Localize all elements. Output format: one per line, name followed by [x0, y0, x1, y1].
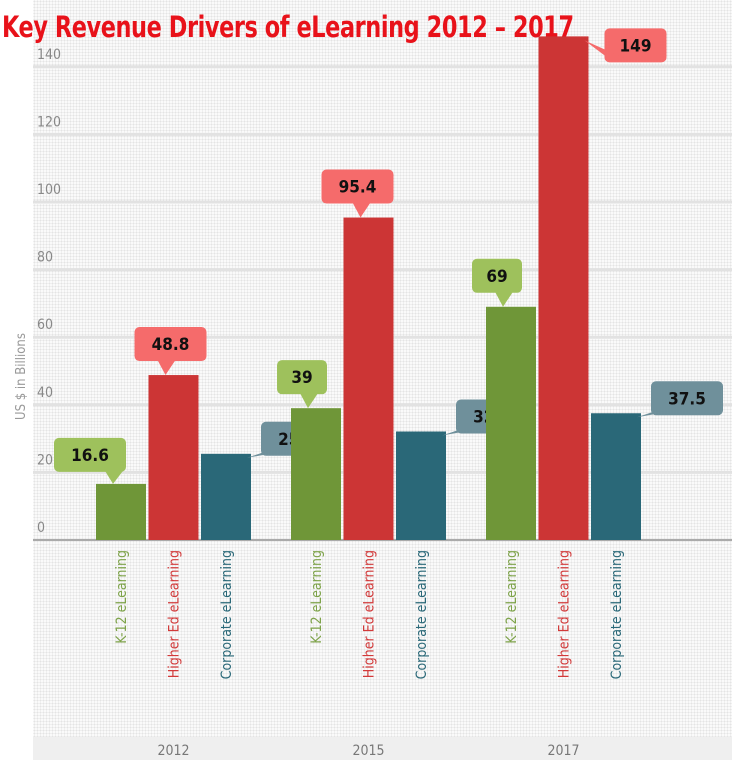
callout-pointer	[584, 40, 625, 59]
x-group-label: 2012	[157, 743, 189, 759]
x-category-label: K-12 eLearning	[309, 550, 325, 644]
y-tick-label: 80	[37, 250, 53, 266]
data-callout	[651, 381, 723, 416]
data-callout	[277, 360, 327, 395]
x-axis-band	[33, 737, 732, 760]
x-category-label: Corporate eLearning	[414, 550, 430, 679]
y-tick-label: 20	[37, 452, 53, 468]
bar	[291, 408, 341, 540]
x-category-label: Higher Ed eLearning	[167, 550, 183, 678]
data-label: 149	[620, 36, 652, 56]
y-tick-label: 140	[37, 47, 61, 63]
x-category-label: Corporate eLearning	[609, 550, 625, 679]
x-group-label: 2017	[547, 743, 579, 759]
data-callout	[472, 258, 522, 293]
data-callout	[321, 169, 394, 204]
callout-pointer	[247, 451, 281, 458]
bar	[591, 413, 641, 540]
bar	[396, 431, 446, 540]
bar	[201, 453, 251, 540]
data-callout	[604, 28, 667, 63]
callout-pointer	[105, 470, 123, 484]
data-callout	[54, 437, 126, 472]
data-label: 95.4	[339, 178, 377, 198]
x-category-label: Higher Ed eLearning	[557, 550, 573, 678]
bar	[148, 375, 199, 540]
data-callout	[134, 327, 207, 362]
data-label: 37.5	[668, 389, 706, 409]
y-axis-label: US $ in Billions	[14, 333, 29, 420]
callout-pointer	[352, 202, 371, 218]
data-label: 48.8	[152, 335, 190, 355]
bar	[96, 483, 146, 540]
y-tick-label: 40	[37, 385, 53, 401]
y-tick-label: 0	[37, 520, 45, 536]
bar	[343, 217, 394, 540]
chart-title: Key Revenue Drivers of eLearning 2012 – …	[2, 10, 574, 44]
y-tick-label: 100	[37, 182, 61, 198]
callout-pointer	[300, 393, 318, 409]
x-group-label: 2015	[352, 743, 384, 759]
y-tick-label: 120	[37, 114, 61, 130]
data-label: 69	[486, 267, 507, 287]
callout-pointer	[157, 360, 176, 376]
x-category-label: K-12 eLearning	[114, 550, 130, 644]
data-label: 16.6	[71, 446, 109, 466]
callout-pointer	[442, 429, 476, 436]
callout-pointer	[495, 291, 513, 307]
y-tick-label: 60	[37, 317, 53, 333]
x-category-label: K-12 eLearning	[504, 550, 520, 644]
bar	[486, 306, 536, 540]
x-category-label: Corporate eLearning	[219, 550, 235, 679]
data-label: 39	[291, 368, 312, 388]
x-category-label: Higher Ed eLearning	[362, 550, 378, 678]
callout-pointer	[637, 411, 671, 418]
bar	[538, 36, 589, 540]
